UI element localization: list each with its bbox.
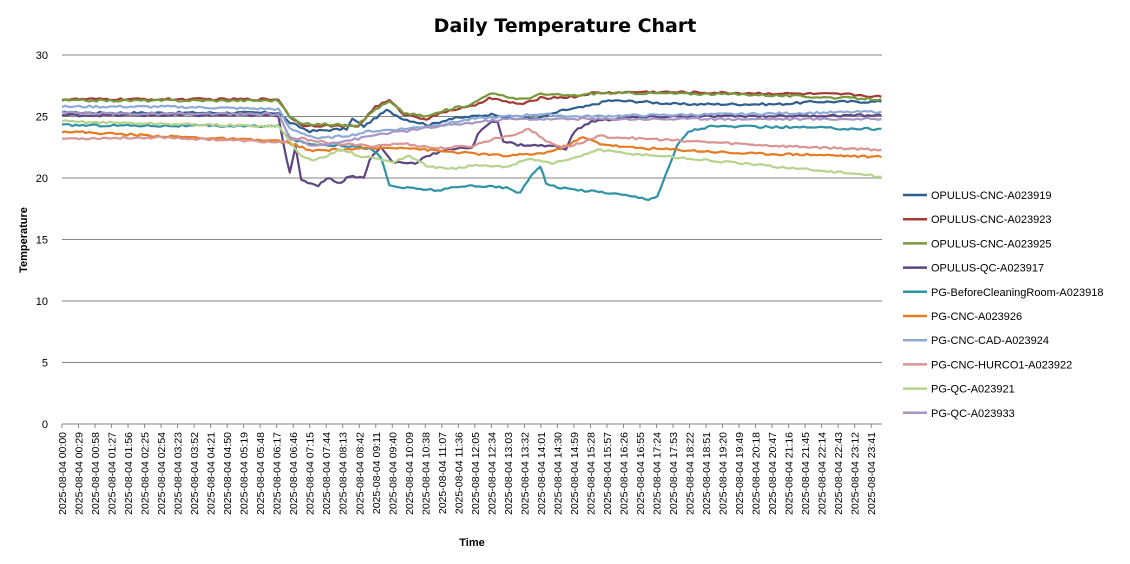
x-tick-label: 2025-08-04 09:40 (387, 432, 399, 515)
x-tick-label: 2025-08-04 02:25 (140, 432, 152, 515)
x-tick-label: 2025-08-04 20:47 (767, 432, 779, 515)
series-lines (61, 90, 882, 201)
x-tick-label: 2025-08-04 22:43 (833, 432, 845, 515)
y-tick-label: 0 (42, 419, 48, 431)
x-tick-label: 2025-08-04 13:32 (519, 432, 531, 515)
x-tick-label: 2025-08-04 14:59 (569, 432, 581, 515)
x-tick-label: 2025-08-04 23:41 (866, 432, 878, 515)
x-tick-label: 2025-08-04 19:20 (718, 432, 730, 515)
x-tick-label: 2025-08-04 02:54 (156, 432, 168, 515)
gridlines (62, 54, 882, 425)
x-tick-label: 2025-08-04 09:11 (371, 432, 383, 514)
x-tick-label: 2025-08-04 00:00 (57, 432, 69, 515)
y-axis-title: Temperature (18, 207, 30, 273)
x-tick-label: 2025-08-04 10:38 (420, 432, 432, 515)
series-line (62, 127, 882, 152)
chart-title: Daily Temperature Chart (434, 15, 697, 37)
series-line (61, 123, 882, 201)
legend-label: OPULUS-CNC-A023923 (931, 214, 1051, 226)
legend-label: PG-CNC-A023926 (931, 311, 1022, 323)
x-tick-label: 2025-08-04 14:30 (552, 432, 564, 515)
x-tick-label: 2025-08-04 00:58 (90, 432, 102, 515)
x-tick-label: 2025-08-04 16:26 (618, 432, 630, 515)
legend-label: PG-CNC-HURCO1-A023922 (931, 359, 1072, 371)
legend-label: OPULUS-QC-A023917 (931, 263, 1044, 275)
x-tick-label: 2025-08-04 00:29 (74, 432, 86, 515)
x-tick-label: 2025-08-04 01:56 (123, 432, 135, 515)
x-tick-label: 2025-08-04 18:22 (685, 432, 697, 515)
x-tick-label: 2025-08-04 08:13 (338, 432, 350, 515)
x-tick-label: 2025-08-04 06:46 (288, 432, 300, 515)
x-tick-label: 2025-08-04 11:36 (453, 432, 465, 514)
x-tick-label: 2025-08-04 08:42 (354, 432, 366, 515)
x-tick-label: 2025-08-04 05:19 (239, 432, 251, 515)
legend-label: PG-QC-A023921 (931, 384, 1015, 396)
legend-label: PG-BeforeCleaningRoom-A023918 (931, 287, 1103, 299)
x-tick-label: 2025-08-04 12:05 (470, 432, 482, 515)
x-tick-label: 2025-08-04 10:09 (404, 432, 416, 515)
x-tick-label: 2025-08-04 17:53 (668, 432, 680, 515)
series-line (61, 119, 882, 179)
x-tick-label: 2025-08-04 16:55 (635, 432, 647, 515)
x-tick-label: 2025-08-04 03:23 (173, 432, 185, 515)
x-tick-label: 2025-08-04 03:52 (189, 432, 201, 515)
legend-label: PG-CNC-CAD-A023924 (931, 335, 1049, 347)
legend: OPULUS-CNC-A023919 OPULUS-CNC-A023923 OPUL… (903, 190, 1103, 420)
x-tick-label: 2025-08-04 05:48 (255, 432, 267, 515)
x-tick-label: 2025-08-04 07:44 (321, 432, 333, 515)
x-tick-label: 2025-08-04 22:14 (817, 432, 829, 515)
x-tick-label: 2025-08-04 21:16 (784, 432, 796, 515)
x-tick-label: 2025-08-04 23:12 (850, 432, 862, 515)
series-line (61, 91, 882, 128)
x-tick-label: 2025-08-04 11:07 (437, 432, 449, 514)
x-tick-label: 2025-08-04 21:45 (800, 432, 812, 515)
y-tick-label: 15 (36, 235, 48, 247)
x-tick-label: 2025-08-04 07:15 (305, 432, 317, 515)
y-tick-label: 30 (36, 50, 48, 62)
legend-label: OPULUS-CNC-A023919 (931, 190, 1051, 202)
x-tick-label: 2025-08-04 06:17 (272, 432, 284, 515)
x-axis-title: Time (459, 537, 484, 549)
legend-label: OPULUS-CNC-A023925 (931, 238, 1051, 250)
x-tick-label: 2025-08-04 13:03 (503, 432, 515, 515)
axes: 0 5 10 15 20 25 30 2025-08-04 00:00 2025-08-04 0… (36, 50, 882, 515)
x-tick-label: 2025-08-04 04:21 (206, 432, 218, 515)
y-tick-label: 20 (36, 173, 48, 185)
y-tick-label: 25 (36, 112, 48, 124)
series-line (61, 104, 882, 140)
x-tick-label: 2025-08-04 18:51 (701, 432, 713, 515)
x-tick-label: 2025-08-04 19:49 (734, 432, 746, 515)
y-tick-label: 10 (36, 296, 48, 308)
series-line (61, 110, 882, 147)
x-tick-label: 2025-08-04 12:34 (486, 432, 498, 515)
x-tick-label: 2025-08-04 15:28 (585, 432, 597, 515)
legend-label: PG-QC-A023933 (931, 408, 1015, 420)
x-tick-label: 2025-08-04 15:57 (602, 432, 614, 515)
x-tick-label: 2025-08-04 01:27 (107, 432, 119, 515)
y-tick-label: 5 (42, 358, 48, 370)
x-tick-label: 2025-08-04 17:24 (652, 432, 664, 515)
x-tick-label: 2025-08-04 14:01 (536, 432, 548, 515)
x-tick-label: 2025-08-04 20:18 (751, 432, 763, 515)
x-tick-label: 2025-08-04 04:50 (222, 432, 234, 515)
